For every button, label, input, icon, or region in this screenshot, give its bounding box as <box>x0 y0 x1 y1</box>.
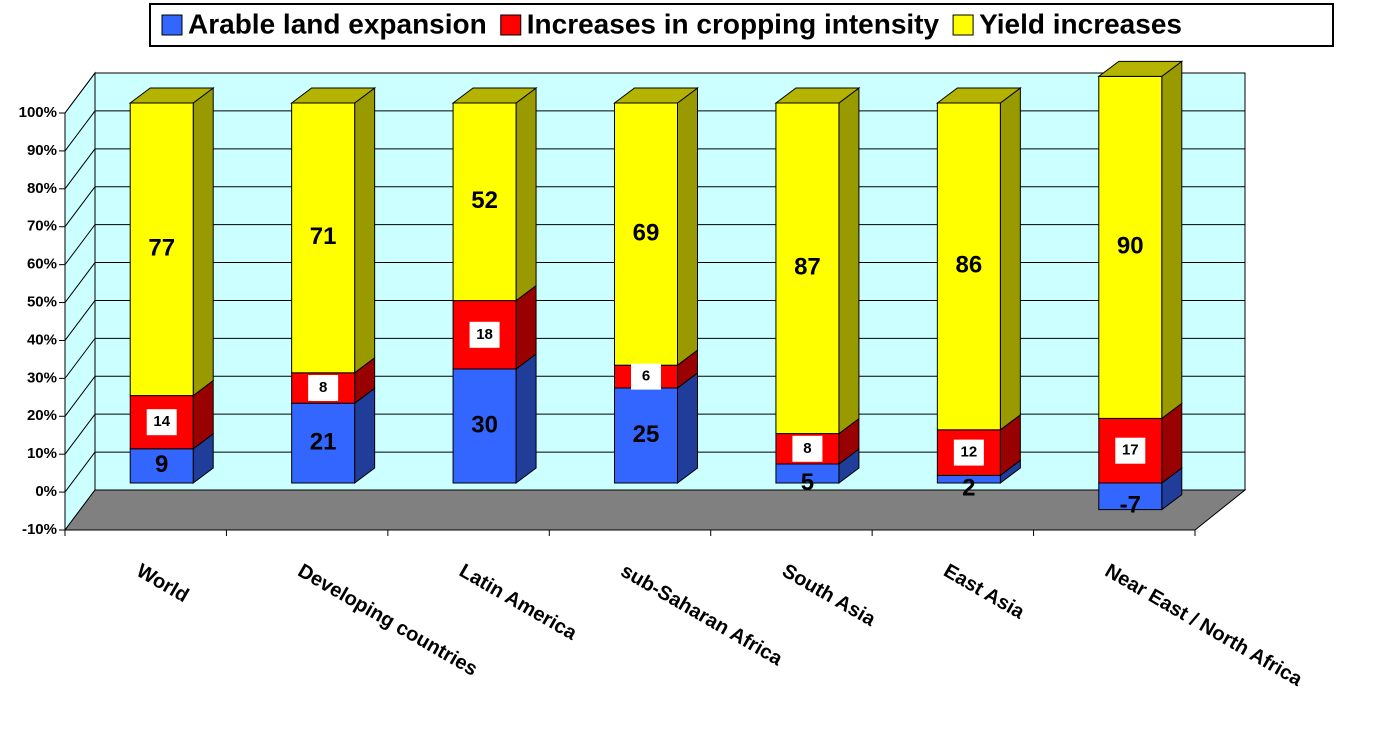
data-label: 17 <box>1122 442 1139 459</box>
bar <box>291 102 356 374</box>
data-label-box <box>308 375 339 401</box>
bar <box>129 448 194 484</box>
data-label: 18 <box>476 326 493 343</box>
grid-line-side <box>64 413 96 455</box>
bar-side <box>515 353 537 484</box>
y-tick-label: 90% <box>27 142 57 159</box>
data-label: 8 <box>319 379 327 396</box>
bar <box>1098 75 1163 419</box>
bar-top <box>935 87 1022 104</box>
bar-top <box>290 87 377 104</box>
data-label: 90 <box>1117 233 1144 260</box>
y-tick-label: -10% <box>22 521 57 538</box>
y-tick-label: 0% <box>35 483 57 500</box>
data-label: -7 <box>1120 492 1141 519</box>
grid-line-side <box>64 148 96 190</box>
bar-side <box>1161 60 1183 420</box>
bar-side <box>354 87 376 374</box>
x-tick-label: World <box>133 560 193 607</box>
grid-line-side <box>64 451 96 493</box>
side-wall <box>64 71 96 532</box>
legend: Arable land expansion Increases in croppi… <box>149 3 1334 47</box>
y-tick-label: 30% <box>27 369 57 386</box>
bar-side <box>677 372 698 484</box>
bar <box>452 102 517 302</box>
data-label-box <box>953 439 984 466</box>
grid-line-side <box>64 375 96 417</box>
legend-frame <box>149 3 1334 47</box>
data-label: 8 <box>803 440 811 457</box>
data-label: 71 <box>310 223 337 250</box>
grid-line-side <box>64 110 96 152</box>
y-tick-label: 100% <box>19 104 57 121</box>
y-tick-label: 40% <box>27 331 57 348</box>
y-tick-label: 80% <box>27 180 57 197</box>
data-label: 12 <box>961 444 978 461</box>
bar <box>129 102 194 397</box>
grid-line-side <box>64 224 96 265</box>
x-tick-label: Latin America <box>455 560 581 645</box>
bar-top <box>451 87 538 104</box>
bar-top <box>1097 60 1184 77</box>
data-label: 14 <box>153 413 170 430</box>
data-label-box <box>469 321 500 348</box>
y-tick-label: 50% <box>27 294 57 311</box>
legend-label: Arable land expansion <box>188 8 487 39</box>
legend-swatch <box>500 14 522 36</box>
x-tick-label: East Asia <box>940 560 1029 624</box>
bar-top <box>774 87 861 104</box>
floor <box>64 489 1247 531</box>
bar <box>1098 482 1163 511</box>
data-label: 25 <box>633 421 660 448</box>
x-tick-label: sub-Saharan Africa <box>617 560 787 671</box>
bar-top <box>613 87 699 104</box>
data-label: 77 <box>148 235 175 262</box>
bar <box>614 102 678 366</box>
bar <box>452 368 517 484</box>
data-label: 9 <box>155 451 168 478</box>
y-tick-label: 60% <box>27 256 57 273</box>
x-tick-label: Developing countries <box>294 560 481 681</box>
y-tick-label: 10% <box>27 445 57 462</box>
data-label: 87 <box>794 254 821 281</box>
grid-line-side <box>64 338 96 379</box>
data-label-box <box>792 435 823 462</box>
grid-line-side <box>64 72 96 114</box>
data-label-box <box>1115 437 1146 464</box>
legend-swatch <box>161 14 183 36</box>
data-label: 86 <box>956 252 983 279</box>
data-label: 52 <box>471 187 498 214</box>
bar-side <box>999 87 1021 431</box>
x-tick-label: South Asia <box>778 560 880 631</box>
data-label: 2 <box>962 475 975 502</box>
grid-line-side <box>64 262 96 303</box>
data-label: 6 <box>642 368 650 385</box>
bar-side <box>354 387 376 484</box>
bar-side <box>515 87 537 302</box>
bar-side <box>677 87 698 367</box>
grid-line-side <box>64 186 96 228</box>
bar-side <box>838 87 860 435</box>
bar-side <box>192 87 214 397</box>
legend-label: Yield increases <box>979 8 1182 39</box>
y-tick-label: 70% <box>27 218 57 235</box>
data-label: 69 <box>633 219 660 246</box>
data-label: 5 <box>801 469 814 496</box>
grid-line-side <box>64 300 96 341</box>
y-tick-label: 20% <box>27 407 57 424</box>
bar <box>614 387 678 484</box>
legend-swatch <box>952 14 974 36</box>
data-label: 21 <box>310 428 337 455</box>
data-label-box <box>631 363 661 390</box>
data-label: 30 <box>471 411 498 438</box>
bar-top <box>128 87 215 104</box>
x-tick-label: Near East / North Africa <box>1101 560 1307 691</box>
legend-label: Increases in cropping intensity <box>527 8 940 39</box>
data-label-box <box>146 409 177 436</box>
